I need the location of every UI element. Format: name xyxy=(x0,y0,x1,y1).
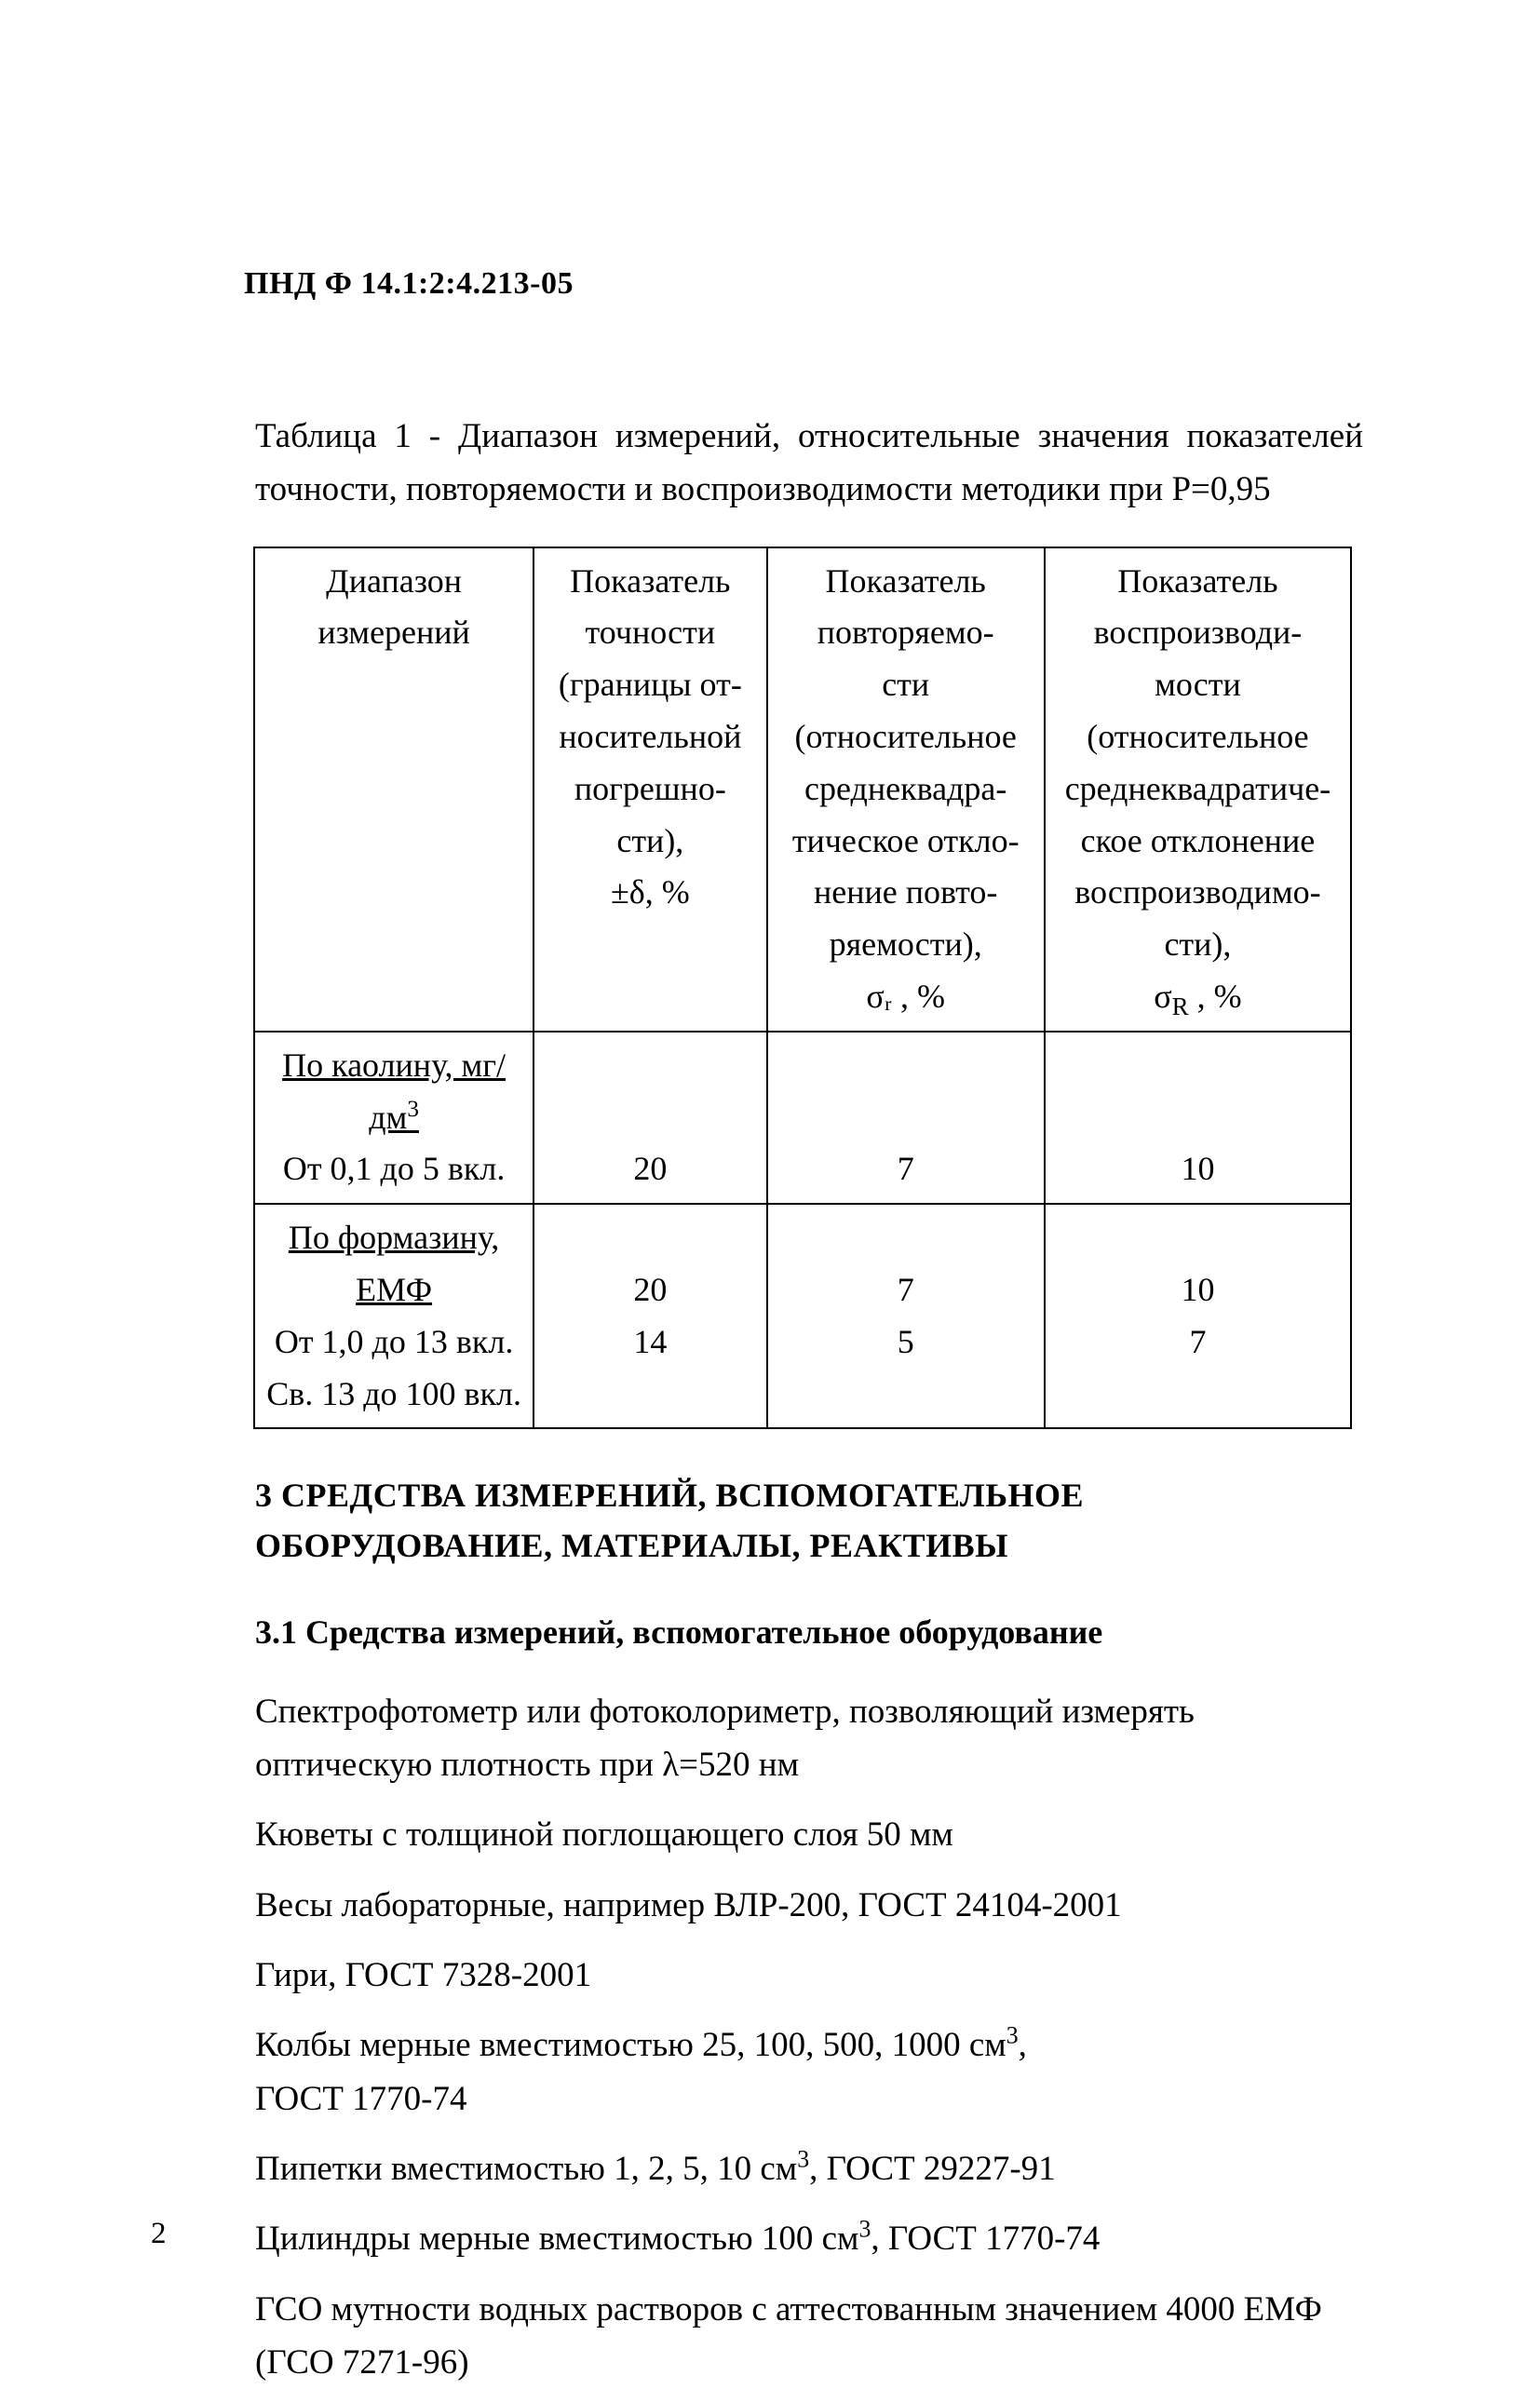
e7sup: 3 xyxy=(858,2216,871,2243)
group1-label: По каолину, мг/дм3 xyxy=(263,1040,525,1144)
page: ПНД Ф 14.1:2:4.213-05 Таблица 1 - Диапаз… xyxy=(0,0,1540,2376)
group2-row1-v3: 10 xyxy=(1053,1264,1343,1316)
col-header-repeatability: Показательповторяемо-сти(относительноеср… xyxy=(767,547,1045,1032)
e5sup: 3 xyxy=(1006,2022,1019,2049)
group2-row2-v3: 7 xyxy=(1053,1316,1343,1369)
col4-sub: R xyxy=(1172,992,1189,1020)
list-item: Колбы мерные вместимостью 25, 100, 500, … xyxy=(255,2018,1363,2126)
table-caption: Таблица 1 - Диапазон измерений, относите… xyxy=(255,410,1363,517)
group1-label-pre: По каолину, мг/дм xyxy=(282,1046,506,1136)
e7b: , ГОСТ 1770-74 xyxy=(871,2220,1100,2258)
group1-label-sup: 3 xyxy=(407,1097,419,1122)
table-row: По каолину, мг/дм3 От 0,1 до 5 вкл. 20 7… xyxy=(254,1032,1351,1204)
col4-sigma: σ xyxy=(1154,978,1171,1015)
col4-pre: Показательвоспроизводи-мости(относительн… xyxy=(1065,562,1331,964)
section-3-heading: 3 СРЕДСТВА ИЗМЕРЕНИЙ, ВСПОМОГАТЕЛЬНОЕ ОБ… xyxy=(255,1470,1363,1571)
document-code: ПНД Ф 14.1:2:4.213-05 xyxy=(244,261,574,306)
col-header-accuracy-text: Показательточности(границы от-носительно… xyxy=(542,556,758,920)
group2-row2-v2: 5 xyxy=(776,1316,1036,1369)
e5a: Колбы мерные вместимостью 25, 100, 500, … xyxy=(255,2026,1006,2064)
e5b: , xyxy=(1019,2026,1027,2064)
col-header-accuracy: Показательточности(границы от-носительно… xyxy=(534,547,766,1032)
section-3-1-heading: 3.1 Средства измерений, вспомогательное … xyxy=(255,1608,1354,1656)
list-item: ГСО мутности водных растворов с аттестов… xyxy=(255,2283,1363,2389)
col4-tail: , % xyxy=(1189,978,1242,1015)
group2-row2-v1: 14 xyxy=(542,1316,758,1369)
e6sup: 3 xyxy=(797,2146,809,2173)
page-number: 2 xyxy=(151,2212,167,2257)
equipment-list: Спектрофотометр или фотоколориметр, позв… xyxy=(255,1685,1363,2389)
col-header-range: Диапазонизмерений xyxy=(254,547,534,1032)
e5c: ГОСТ 1770-74 xyxy=(255,2080,467,2118)
group2-row1-v2: 7 xyxy=(776,1264,1036,1316)
col-header-reproducibility: Показательвоспроизводи-мости(относительн… xyxy=(1045,547,1351,1032)
group2-row2-range: Св. 13 до 100 вкл. xyxy=(263,1369,525,1421)
group2-values-col3: 7 5 xyxy=(767,1204,1045,1428)
list-item: Кюветы с толщиной поглощающего слоя 50 м… xyxy=(255,1808,1363,1861)
col-header-range-text: Диапазонизмерений xyxy=(263,556,525,660)
table-row: По формазину, ЕМФ От 1,0 до 13 вкл. Св. … xyxy=(254,1204,1351,1428)
col-header-reproducibility-text: Показательвоспроизводи-мости(относительн… xyxy=(1053,556,1343,1023)
group1-row1-range: От 0,1 до 5 вкл. xyxy=(263,1143,525,1195)
precision-table: Диапазонизмерений Показательточности(гра… xyxy=(253,547,1352,1430)
group1-cell: По каолину, мг/дм3 От 0,1 до 5 вкл. xyxy=(254,1032,534,1204)
group1-row1-v2: 7 xyxy=(767,1032,1045,1204)
group2-values-col2: 20 14 xyxy=(534,1204,766,1428)
group2-row1-v1: 20 xyxy=(542,1264,758,1316)
group2-label-line1: По формазину, xyxy=(263,1212,525,1264)
list-item: Спектрофотометр или фотоколориметр, позв… xyxy=(255,1685,1363,1792)
list-item: Гири, ГОСТ 7328-2001 xyxy=(255,1949,1363,2002)
group2-row1-range: От 1,0 до 13 вкл. xyxy=(263,1316,525,1369)
e7a: Цилиндры мерные вместимостью 100 см xyxy=(255,2220,858,2258)
e6a: Пипетки вместимостью 1, 2, 5, 10 см xyxy=(255,2150,797,2188)
group2-values-col4: 10 7 xyxy=(1045,1204,1351,1428)
group2-label-line2: ЕМФ xyxy=(263,1264,525,1316)
list-item: Весы лабораторные, например ВЛР-200, ГОС… xyxy=(255,1879,1363,1932)
group1-row1-v3: 10 xyxy=(1045,1032,1351,1204)
group2-cell: По формазину, ЕМФ От 1,0 до 13 вкл. Св. … xyxy=(254,1204,534,1428)
e6b: , ГОСТ 29227-91 xyxy=(809,2150,1056,2188)
col-header-repeatability-text: Показательповторяемо-сти(относительноеср… xyxy=(776,556,1036,1023)
list-item: Цилиндры мерные вместимостью 100 см3, ГО… xyxy=(255,2212,1363,2265)
group1-row1-v1: 20 xyxy=(534,1032,766,1204)
list-item: Пипетки вместимостью 1, 2, 5, 10 см3, ГО… xyxy=(255,2142,1363,2195)
